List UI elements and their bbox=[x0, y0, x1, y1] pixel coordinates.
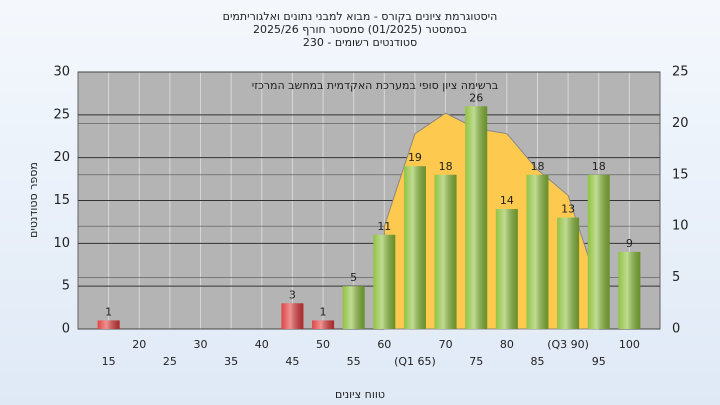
value-label: 11 bbox=[377, 220, 391, 233]
chart-title: היסטוגרמת ציונים בקורס - מבוא למבני נתונ… bbox=[223, 10, 498, 23]
bar-shine bbox=[281, 303, 304, 329]
chart-subtitle: סטודנטים רשומים - 230 bbox=[303, 36, 417, 49]
value-label: 1 bbox=[320, 305, 327, 318]
annotation: ברשימה ציון סופי במערכת האקדמית במחשב המ… bbox=[252, 79, 499, 92]
value-label: 18 bbox=[439, 160, 453, 173]
y2-tick-label: 0 bbox=[672, 322, 680, 337]
x-tick-label: 75 bbox=[469, 355, 483, 368]
bar-shine bbox=[342, 286, 365, 329]
value-label: 1 bbox=[105, 305, 112, 318]
y-tick-label: 5 bbox=[62, 279, 70, 294]
y-tick-label: 15 bbox=[53, 193, 70, 208]
y2-tick-label: 20 bbox=[672, 116, 689, 131]
value-label: 14 bbox=[500, 194, 514, 207]
bar-shine bbox=[495, 209, 518, 329]
value-label: 19 bbox=[408, 151, 422, 164]
y2-tick-label: 15 bbox=[672, 167, 689, 182]
x-tick-label: 45 bbox=[285, 355, 299, 368]
value-label: 5 bbox=[350, 271, 357, 284]
y-tick-label: 20 bbox=[53, 150, 70, 165]
bar-shine bbox=[434, 174, 457, 329]
x-tick-label: 85 bbox=[530, 355, 544, 368]
y2-tick-label: 10 bbox=[672, 219, 689, 234]
value-label: 9 bbox=[626, 237, 633, 250]
x-tick-label: 25 bbox=[163, 355, 177, 368]
x-tick-label: 95 bbox=[592, 355, 606, 368]
bar-shine bbox=[373, 234, 396, 329]
y-tick-label: 30 bbox=[53, 65, 70, 80]
y-tick-label: 25 bbox=[53, 107, 70, 122]
x-tick-label: 100 bbox=[619, 338, 640, 351]
x-tick-label: (Q1 65) bbox=[394, 355, 436, 368]
value-label: 18 bbox=[592, 160, 606, 173]
x-tick-label: 15 bbox=[102, 355, 116, 368]
value-label: 18 bbox=[530, 160, 544, 173]
x-tick-label: 50 bbox=[316, 338, 330, 351]
bar-shine bbox=[526, 174, 549, 329]
x-tick-label: 30 bbox=[194, 338, 208, 351]
x-tick-label: 70 bbox=[439, 338, 453, 351]
bar-shine bbox=[312, 320, 335, 329]
y-axis-label: מספר סטודנטים bbox=[27, 162, 40, 238]
chart-subtitle: בסמסטר (01/2025) סמסטר חורף 2025/26 bbox=[253, 23, 467, 36]
value-label: 13 bbox=[561, 203, 575, 216]
y2-tick-label: 25 bbox=[672, 65, 689, 80]
bar-shine bbox=[97, 320, 120, 329]
x-axis-label: טווח ציונים bbox=[335, 388, 385, 401]
x-tick-label: 80 bbox=[500, 338, 514, 351]
value-label: 3 bbox=[289, 288, 296, 301]
y2-tick-label: 5 bbox=[672, 270, 680, 285]
y-tick-label: 0 bbox=[62, 322, 70, 337]
x-tick-label: 60 bbox=[377, 338, 391, 351]
x-tick-label: (Q3 90) bbox=[547, 338, 589, 351]
value-label: 26 bbox=[469, 91, 483, 104]
y-tick-label: 10 bbox=[53, 236, 70, 251]
bar-shine bbox=[403, 166, 426, 329]
bar-shine bbox=[618, 251, 641, 329]
x-tick-label: 40 bbox=[255, 338, 269, 351]
bar-shine bbox=[587, 174, 610, 329]
x-tick-label: 20 bbox=[132, 338, 146, 351]
bar-shine bbox=[465, 106, 488, 330]
x-tick-label: 55 bbox=[347, 355, 361, 368]
bar-shine bbox=[557, 217, 580, 329]
x-tick-label: 35 bbox=[224, 355, 238, 368]
